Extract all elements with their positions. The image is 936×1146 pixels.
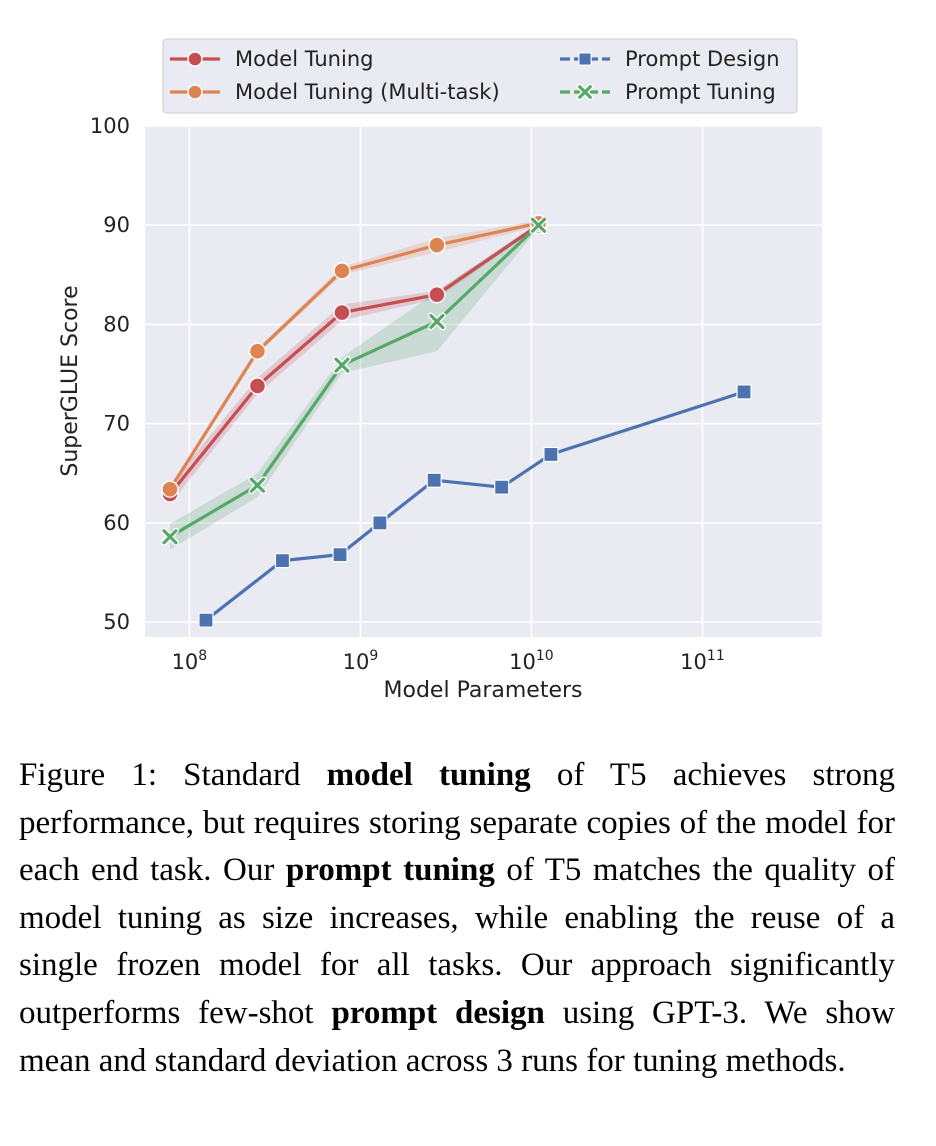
point-series-1-1 xyxy=(248,342,267,360)
y-tick-label-2: 70 xyxy=(103,412,130,436)
x-axis-label: Model Parameters xyxy=(384,678,583,703)
point-series-2-2 xyxy=(332,547,348,563)
band-series-3 xyxy=(170,222,539,550)
point-series-2-0 xyxy=(198,612,214,628)
caption-bold-model-tuning: model tuning xyxy=(326,757,531,793)
y-tick-label-3: 80 xyxy=(103,312,130,336)
y-tick-label-1: 60 xyxy=(103,511,130,535)
legend-entry-0: Model Tuning xyxy=(170,47,373,71)
x-tick-label-1: 109 xyxy=(343,648,379,674)
legend-marker-1 xyxy=(187,84,203,100)
legend-label-2: Prompt Design xyxy=(625,47,780,71)
line-series-2 xyxy=(205,390,745,622)
caption-text-1: Standard xyxy=(157,757,327,793)
point-series-2-7 xyxy=(736,384,752,400)
y-tick-label-5: 100 xyxy=(90,114,130,138)
point-series-3-0 xyxy=(160,527,179,546)
series-markers xyxy=(160,214,752,628)
point-series-2-6 xyxy=(543,446,559,463)
x-tick-labels: 108 109 1010 1011 xyxy=(172,648,725,674)
legend-label-3: Prompt Tuning xyxy=(625,80,776,104)
x-tick-label-0: 108 xyxy=(172,648,208,674)
legend: Model Tuning Model Tuning (Multi-task) Pro… xyxy=(162,38,798,114)
point-series-3-2 xyxy=(332,356,351,375)
point-series-3-1 xyxy=(248,476,267,495)
grid xyxy=(145,125,822,637)
point-series-0-3 xyxy=(428,285,446,304)
point-series-0-2 xyxy=(333,303,351,322)
legend-marker-2 xyxy=(578,52,592,66)
figure-caption: Figure 1: Standard model tuning of T5 ac… xyxy=(19,752,895,1085)
point-series-1-3 xyxy=(428,236,446,254)
legend-marker-3 xyxy=(576,83,594,101)
y-tick-label-4: 90 xyxy=(103,213,130,237)
caption-text-2: of T5 achieves strong performance, but r… xyxy=(19,757,896,889)
legend-entry-1: Model Tuning (Multi-task) xyxy=(170,80,500,104)
caption-label: Figure 1: xyxy=(19,757,157,793)
point-series-0-1 xyxy=(248,377,267,395)
y-tick-label-0: 50 xyxy=(103,610,130,634)
caption-bold-prompt-design: prompt design xyxy=(331,994,545,1031)
x-tick-label-3: 1011 xyxy=(680,648,725,674)
point-series-3-3 xyxy=(427,312,446,331)
caption-bold-prompt-tuning: prompt tuning xyxy=(285,852,495,889)
legend-entry-2: Prompt Design xyxy=(560,47,780,71)
point-series-1-2 xyxy=(333,262,351,280)
point-series-2-1 xyxy=(274,552,291,569)
chart: 50 60 70 80 90 100 108 109 1010 1011 Model Param… xyxy=(58,38,822,703)
legend-marker-0 xyxy=(187,51,203,67)
point-series-2-4 xyxy=(426,472,442,488)
point-series-2-3 xyxy=(372,515,388,531)
y-tick-labels: 50 60 70 80 90 100 xyxy=(90,114,130,634)
legend-frame xyxy=(162,38,798,114)
caption-text-3: of T5 matches the quality of model tunin… xyxy=(19,852,895,1031)
legend-label-1: Model Tuning (Multi-task) xyxy=(235,80,500,104)
legend-entry-3: Prompt Tuning xyxy=(560,80,776,104)
point-series-2-5 xyxy=(494,479,510,495)
plot-background xyxy=(145,126,822,637)
legend-label-0: Model Tuning xyxy=(235,47,373,71)
point-series-1-0 xyxy=(161,480,179,498)
x-tick-label-2: 1010 xyxy=(509,648,554,674)
point-series-3-4 xyxy=(529,216,548,235)
y-axis-label: SuperGLUE Score xyxy=(58,285,83,476)
caption-text-4: using GPT-3. We show mean and standard d… xyxy=(19,994,895,1079)
